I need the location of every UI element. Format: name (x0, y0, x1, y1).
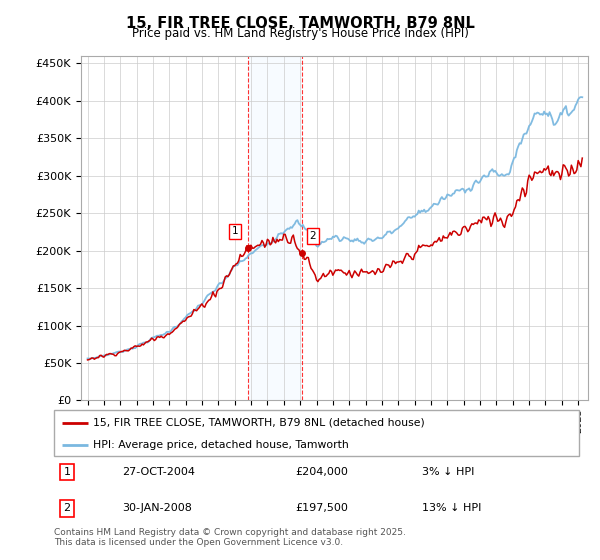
Bar (248, 56, 302, 400)
Text: 30-JAN-2008: 30-JAN-2008 (122, 503, 192, 513)
Text: 15, FIR TREE CLOSE, TAMWORTH, B79 8NL (detached house): 15, FIR TREE CLOSE, TAMWORTH, B79 8NL (d… (94, 418, 425, 428)
Text: 1: 1 (232, 226, 239, 236)
Text: 15, FIR TREE CLOSE, TAMWORTH, B79 8NL: 15, FIR TREE CLOSE, TAMWORTH, B79 8NL (125, 16, 475, 31)
Text: 2: 2 (310, 231, 316, 241)
Text: 27-OCT-2004: 27-OCT-2004 (122, 467, 195, 477)
Text: 3% ↓ HPI: 3% ↓ HPI (421, 467, 474, 477)
Text: Contains HM Land Registry data © Crown copyright and database right 2025.
This d: Contains HM Land Registry data © Crown c… (54, 528, 406, 548)
FancyBboxPatch shape (54, 410, 579, 456)
Text: £197,500: £197,500 (296, 503, 349, 513)
Text: 2: 2 (64, 503, 71, 513)
Text: 1: 1 (64, 467, 71, 477)
Text: HPI: Average price, detached house, Tamworth: HPI: Average price, detached house, Tamw… (94, 440, 349, 450)
Text: Price paid vs. HM Land Registry's House Price Index (HPI): Price paid vs. HM Land Registry's House … (131, 27, 469, 40)
Text: £204,000: £204,000 (296, 467, 349, 477)
Text: 13% ↓ HPI: 13% ↓ HPI (421, 503, 481, 513)
